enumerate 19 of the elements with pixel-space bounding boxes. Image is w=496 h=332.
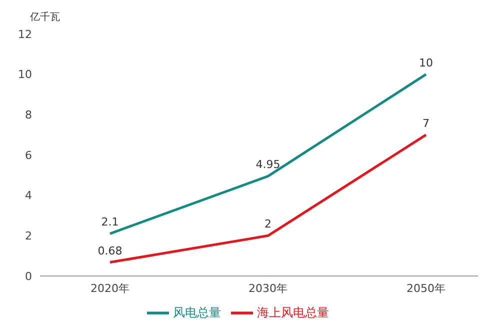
y-axis-title: 亿千瓦 [30,10,60,24]
x-tick-label: 2050年 [406,282,446,295]
x-tick-label: 2020年 [90,282,130,295]
y-tick-label: 4 [25,189,32,202]
y-tick-label: 12 [18,28,32,41]
y-tick-label: 8 [25,108,32,122]
legend-label: 海上风电总量 [257,305,329,320]
data-label: 10 [419,56,433,70]
data-label: 2 [264,218,272,231]
data-label: 4.95 [256,158,280,172]
data-label: 2.1 [101,216,119,229]
y-tick-label: 0 [25,270,32,283]
y-tick-label: 2 [25,230,32,243]
x-tick-label: 2030年 [248,282,288,295]
legend-label: 风电总量 [173,305,221,320]
data-label: 7 [422,116,430,130]
y-tick-label: 6 [25,148,32,162]
y-tick-label: 10 [18,68,32,82]
data-label: 0.68 [98,244,122,258]
